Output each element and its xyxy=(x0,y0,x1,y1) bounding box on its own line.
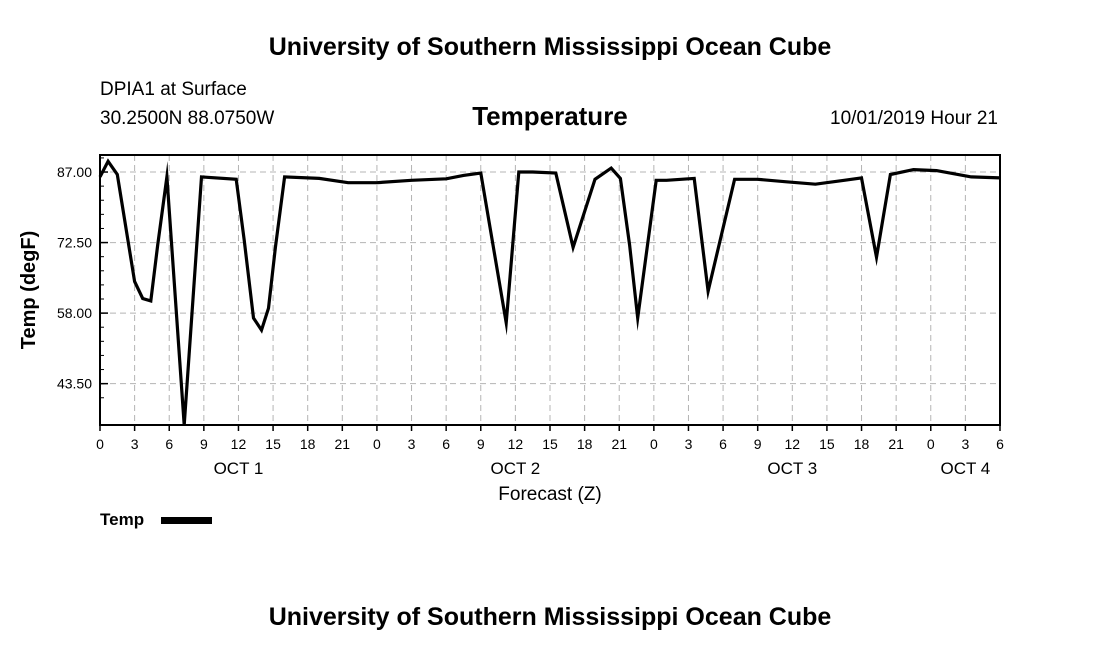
day-label: OCT 1 xyxy=(214,459,264,478)
x-tick-label: 15 xyxy=(819,436,835,452)
x-tick-label: 6 xyxy=(442,436,450,452)
y-tick-label: 58.00 xyxy=(57,305,92,321)
series-layer xyxy=(98,158,1001,426)
x-tick-label: 3 xyxy=(131,436,139,452)
y-axis-ticks: 87.00 72.50 58.00 43.50 xyxy=(57,157,108,399)
x-tick-label: 12 xyxy=(785,436,801,452)
x-tick-label: 0 xyxy=(96,436,104,452)
day-label: OCT 2 xyxy=(491,459,541,478)
legend: Temp xyxy=(100,510,212,529)
x-tick-label: 12 xyxy=(231,436,247,452)
x-tick-label: 21 xyxy=(888,436,904,452)
footer-title: University of Southern Mississippi Ocean… xyxy=(269,603,832,631)
x-tick-label: 21 xyxy=(611,436,627,452)
x-tick-label: 3 xyxy=(685,436,693,452)
x-tick-label: 12 xyxy=(508,436,524,452)
x-tick-label: 18 xyxy=(577,436,593,452)
y-tick-label: 43.50 xyxy=(57,376,92,392)
y-tick-label: 87.00 xyxy=(57,164,92,180)
variable-title: Temperature xyxy=(472,101,628,131)
x-axis-ticks: 0 3 6 9 12 15 18 21 0 3 6 9 12 15 18 21 0 3 6 9 12 15 18 21 0 3 6 xyxy=(96,425,1004,452)
x-tick-label: 6 xyxy=(719,436,727,452)
x-tick-label: 0 xyxy=(927,436,935,452)
x-tick-label: 3 xyxy=(408,436,416,452)
x-axis-label: Forecast (Z) xyxy=(498,484,601,505)
x-tick-label: 0 xyxy=(373,436,381,452)
day-label: OCT 4 xyxy=(941,459,991,478)
coordinates-label: 30.2500N 88.0750W xyxy=(100,108,274,129)
day-label: OCT 3 xyxy=(767,459,817,478)
x-tick-label: 9 xyxy=(754,436,762,452)
x-tick-label: 9 xyxy=(477,436,485,452)
x-tick-label: 6 xyxy=(996,436,1004,452)
x-tick-label: 15 xyxy=(265,436,281,452)
main-title: University of Southern Mississippi Ocean… xyxy=(269,33,832,61)
x-tick-label: 3 xyxy=(961,436,969,452)
x-tick-label: 6 xyxy=(165,436,173,452)
y-axis-label: Temp (degF) xyxy=(18,231,40,350)
x-tick-label: 21 xyxy=(335,436,351,452)
day-labels: OCT 1 OCT 2 OCT 3 OCT 4 xyxy=(214,459,991,478)
y-tick-label: 72.50 xyxy=(57,235,92,251)
series-line-temp xyxy=(98,158,1001,426)
legend-swatch-temp xyxy=(161,517,212,524)
x-tick-label: 15 xyxy=(542,436,558,452)
x-tick-label: 18 xyxy=(854,436,870,452)
x-tick-label: 0 xyxy=(650,436,658,452)
x-tick-label: 9 xyxy=(200,436,208,452)
datetime-label: 10/01/2019 Hour 21 xyxy=(830,108,998,129)
x-tick-label: 18 xyxy=(300,436,316,452)
plot-frame xyxy=(99,154,1001,426)
station-label: DPIA1 at Surface xyxy=(100,79,247,100)
legend-label-temp: Temp xyxy=(100,510,144,529)
